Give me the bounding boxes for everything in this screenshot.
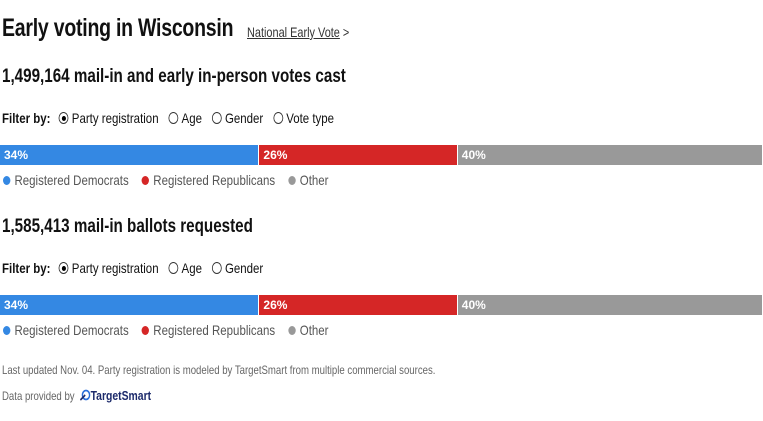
page-title: Early voting in Wisconsin	[2, 14, 234, 42]
section-heading: 1,585,413 mail-in ballots requested	[2, 216, 253, 238]
legend: Registered Democrats Registered Republica…	[3, 322, 328, 338]
vote-count-label: mail-in ballots requested	[73, 216, 253, 237]
bar-segment: 26%	[259, 145, 458, 165]
radio-button[interactable]	[168, 262, 179, 274]
legend-dot-icon	[141, 176, 150, 185]
filter-group: Filter by: Party registration Age Gender	[2, 260, 268, 276]
legend-dot-icon	[3, 326, 11, 335]
targetsmart-logo-icon	[79, 389, 91, 401]
legend-item: Registered Democrats	[3, 172, 129, 188]
bar-segment: 34%	[0, 295, 260, 315]
bar-segment: 34%	[0, 145, 260, 165]
data-provider: Data provided by TargetSmart	[2, 388, 151, 403]
filter-option-vote-type[interactable]: Vote type	[273, 110, 334, 126]
radio-button[interactable]	[58, 112, 69, 124]
filter-label: Filter by:	[2, 110, 51, 126]
filter-option-party-registration[interactable]: Party registration	[58, 110, 159, 126]
filter-group: Filter by: Party registration Age Gender Vot…	[2, 110, 339, 126]
radio-button[interactable]	[273, 112, 283, 124]
radio-button[interactable]	[58, 262, 69, 274]
chevron-right-icon: >	[342, 24, 350, 40]
legend-dot-icon	[141, 326, 150, 335]
party-share-bar: 34% 26% 40%	[0, 145, 763, 165]
radio-button[interactable]	[211, 262, 222, 274]
provided-by-label: Data provided by	[2, 388, 75, 403]
link-text[interactable]: National Early Vote	[247, 24, 340, 40]
legend: Registered Democrats Registered Republica…	[3, 172, 328, 188]
filter-option-party-registration[interactable]: Party registration	[58, 260, 159, 276]
bar-segment: 40%	[457, 295, 763, 315]
legend-item: Other	[288, 172, 328, 188]
targetsmart-logo[interactable]: TargetSmart	[79, 388, 151, 403]
radio-button[interactable]	[168, 112, 179, 124]
legend-dot-icon	[288, 176, 296, 185]
legend-item: Registered Republicans	[141, 322, 275, 338]
national-early-vote-link[interactable]: National Early Vote >	[247, 24, 349, 40]
legend-item: Registered Democrats	[3, 322, 129, 338]
bar-segment: 40%	[457, 145, 763, 165]
radio-button[interactable]	[211, 112, 222, 124]
last-updated-note: Last updated Nov. 04. Party registration…	[2, 363, 436, 377]
filter-option-age[interactable]: Age	[168, 110, 202, 126]
filter-label: Filter by:	[2, 260, 51, 276]
vote-count-label: mail-in and early in-person votes cast	[73, 66, 346, 87]
filter-option-age[interactable]: Age	[168, 260, 202, 276]
legend-item: Other	[288, 322, 328, 338]
vote-count: 1,499,164	[2, 66, 70, 87]
filter-option-gender[interactable]: Gender	[211, 260, 263, 276]
filter-option-gender[interactable]: Gender	[211, 110, 263, 126]
section-heading: 1,499,164 mail-in and early in-person vo…	[2, 66, 346, 88]
vote-count: 1,585,413	[2, 216, 70, 237]
party-share-bar: 34% 26% 40%	[0, 295, 763, 315]
legend-dot-icon	[288, 326, 296, 335]
bar-segment: 26%	[259, 295, 458, 315]
legend-item: Registered Republicans	[141, 172, 275, 188]
legend-dot-icon	[3, 176, 11, 185]
